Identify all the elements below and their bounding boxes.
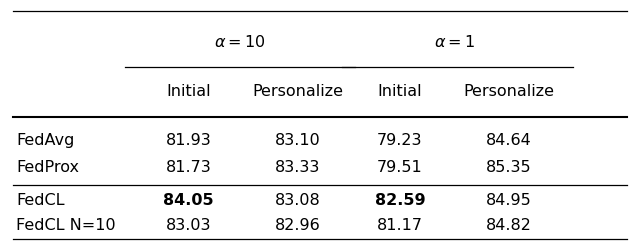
Text: 83.33: 83.33 — [275, 160, 320, 175]
Text: 84.05: 84.05 — [163, 193, 214, 208]
Text: 82.59: 82.59 — [374, 193, 426, 208]
Text: 79.23: 79.23 — [377, 134, 423, 148]
Text: 81.73: 81.73 — [166, 160, 212, 175]
Text: FedProx: FedProx — [16, 160, 79, 175]
Text: 85.35: 85.35 — [486, 160, 532, 175]
Text: Personalize: Personalize — [463, 84, 554, 99]
Text: Personalize: Personalize — [252, 84, 343, 99]
Text: 82.96: 82.96 — [275, 218, 321, 233]
Text: FedCL: FedCL — [16, 193, 65, 208]
Text: 81.93: 81.93 — [166, 134, 212, 148]
Text: $\alpha = 1$: $\alpha = 1$ — [434, 34, 475, 50]
Text: 83.03: 83.03 — [166, 218, 212, 233]
Text: 81.17: 81.17 — [377, 218, 423, 233]
Text: 84.64: 84.64 — [486, 134, 532, 148]
Text: Initial: Initial — [378, 84, 422, 99]
Text: Initial: Initial — [166, 84, 211, 99]
Text: 79.51: 79.51 — [377, 160, 423, 175]
Text: 84.95: 84.95 — [486, 193, 532, 208]
Text: FedAvg: FedAvg — [16, 134, 74, 148]
Text: 84.82: 84.82 — [486, 218, 532, 233]
Text: FedCL N=10: FedCL N=10 — [16, 218, 116, 233]
Text: 83.08: 83.08 — [275, 193, 321, 208]
Text: 83.10: 83.10 — [275, 134, 321, 148]
Text: $\alpha = 10$: $\alpha = 10$ — [214, 34, 266, 50]
